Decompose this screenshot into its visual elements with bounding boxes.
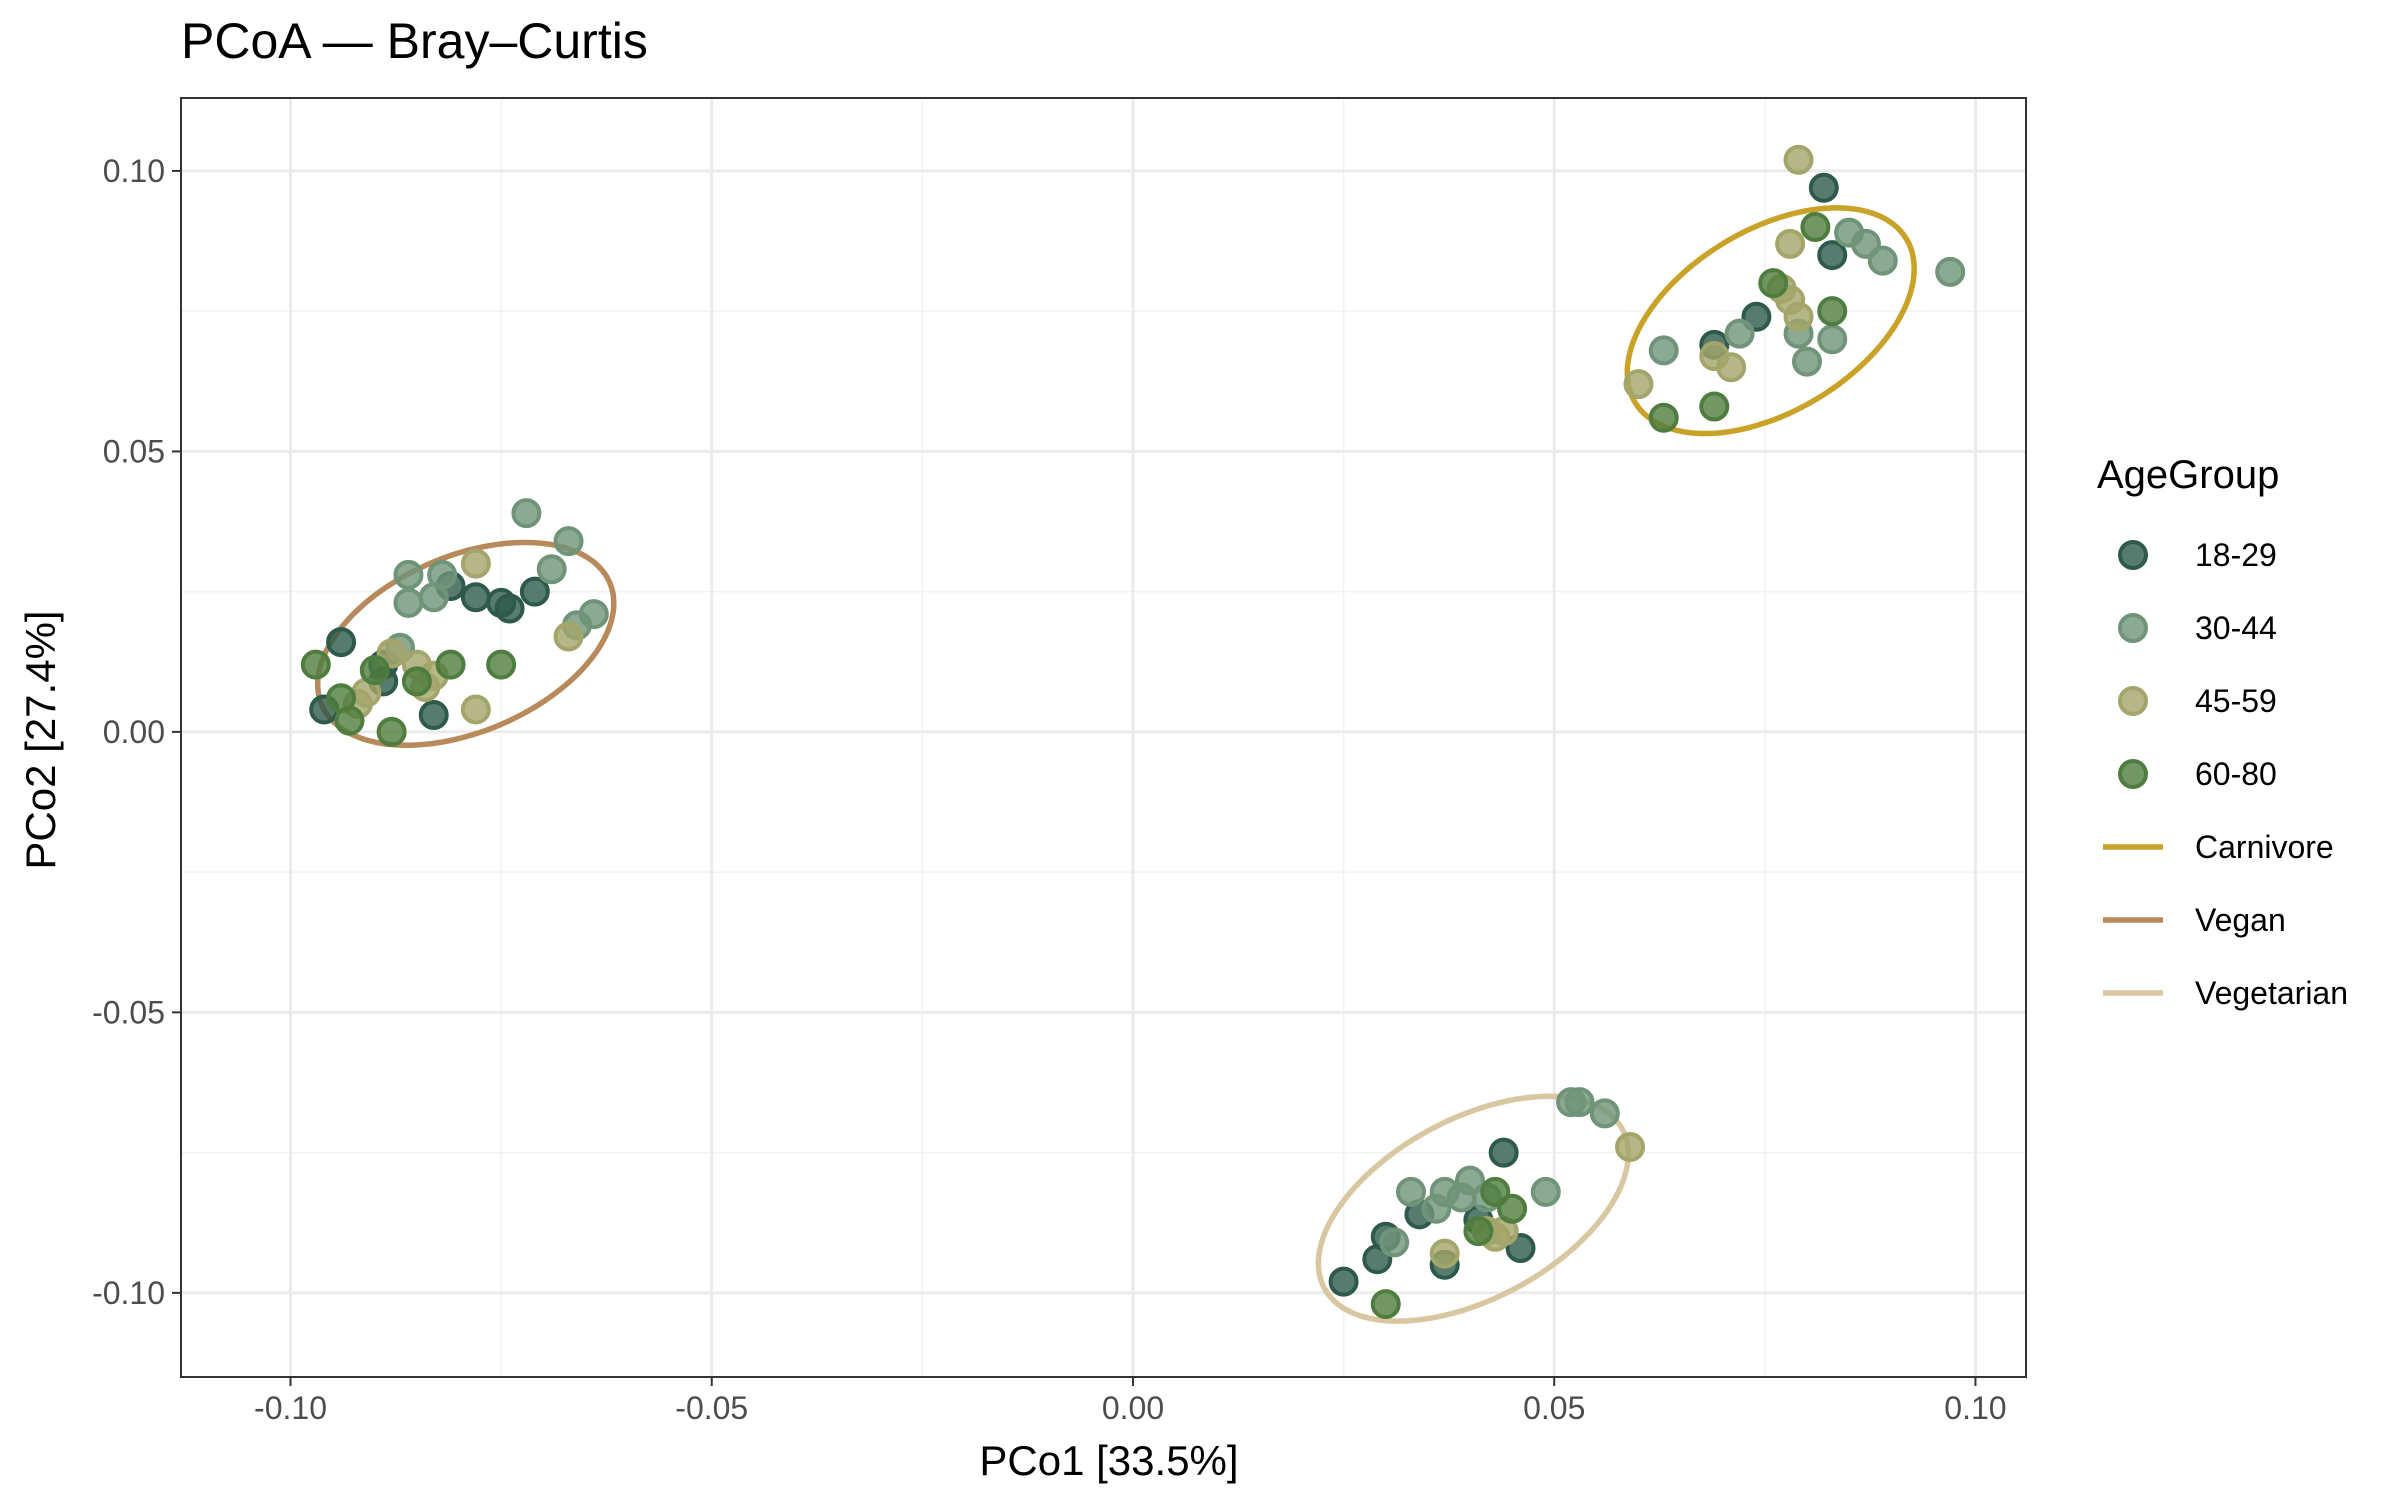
y-tick-label: 0.00 [103,714,165,750]
data-point-30-44 [1589,1098,1620,1129]
data-point-60-80 [486,649,517,680]
data-point-30-44 [1724,318,1755,349]
data-point-30-44 [1396,1176,1426,1207]
data-point-60-80 [359,655,390,686]
data-point-45-59 [1775,228,1806,259]
data-point-30-44 [1817,324,1848,355]
legend-label: 60-80 [2195,756,2277,792]
legend-key-point [2118,686,2148,716]
legend-label: 30-44 [2195,610,2277,646]
y-axis-label: PCo2 [27.4%] [17,610,64,869]
data-point-30-44 [553,526,584,557]
legend-key-point [2118,540,2148,570]
data-point-60-80 [300,649,331,680]
data-point-30-44 [1564,1087,1595,1118]
data-point-30-44 [511,498,542,529]
legend-title: AgeGroup [2097,453,2279,497]
data-point-30-44 [1379,1227,1410,1258]
data-point-18-29 [418,700,449,731]
y-tick-label: -0.10 [92,1275,165,1311]
data-point-18-29 [326,627,357,658]
data-point-30-44 [1648,335,1679,366]
y-tick-label: -0.05 [92,994,165,1030]
y-tick-label: 0.10 [103,153,165,189]
ellipse-vegetarian [1315,1093,1632,1324]
x-axis-ticks: -0.10 -0.05 0.00 0.05 0.10 [254,1377,2007,1426]
legend-key-point [2118,759,2148,789]
data-point-45-59 [1716,352,1747,383]
x-tick-label: 0.00 [1102,1390,1164,1426]
data-point-18-29 [494,593,525,624]
legend-label: Vegan [2195,902,2286,938]
x-tick-label: 0.05 [1523,1390,1585,1426]
y-axis-ticks: -0.10 -0.05 0.00 0.05 0.10 [92,153,181,1311]
point-layer [300,144,1966,1320]
data-point-18-29 [460,582,491,613]
chart-title: PCoA — Bray–Curtis [181,13,648,69]
data-point-60-80 [435,649,466,680]
data-point-18-29 [1808,172,1839,203]
data-point-30-44 [1530,1176,1561,1207]
data-point-18-29 [519,576,550,607]
data-point-30-44 [1867,245,1898,276]
panel-border [180,97,2027,1378]
data-point-30-44 [536,554,567,585]
data-point-45-59 [1623,369,1654,400]
data-point-18-29 [1817,240,1848,271]
data-point-60-80 [376,716,407,747]
data-point-60-80 [1758,268,1789,299]
data-point-60-80 [1370,1289,1401,1320]
data-point-60-80 [1463,1216,1494,1247]
data-point-45-59 [460,548,491,579]
x-tick-label: 0.10 [1944,1390,2006,1426]
data-point-45-59 [460,694,491,725]
data-point-30-44 [393,559,424,590]
y-tick-label: 0.05 [103,433,165,469]
data-point-30-44 [427,559,458,590]
legend-key-point [2118,613,2148,643]
legend-label: Carnivore [2195,829,2334,865]
data-point-30-44 [393,587,424,618]
data-point-18-29 [1328,1266,1359,1297]
x-tick-label: -0.10 [254,1390,327,1426]
data-point-60-80 [1480,1176,1511,1207]
legend-label: 45-59 [2195,683,2277,719]
data-point-45-59 [553,621,584,652]
data-point-60-80 [1648,402,1679,433]
data-point-45-59 [1783,144,1814,175]
legend-label: Vegetarian [2195,975,2348,1011]
legend: AgeGroup 18-29 30-44 45-59 60-80 Carnivore Ve… [2097,453,2348,1011]
data-point-60-80 [401,666,432,697]
x-tick-label: -0.05 [675,1390,748,1426]
data-point-60-80 [1699,391,1730,422]
data-point-45-59 [1783,301,1814,332]
data-point-18-29 [1488,1137,1519,1168]
data-point-60-80 [1817,296,1848,327]
data-point-45-59 [1429,1238,1460,1269]
data-point-30-44 [1791,346,1822,377]
legend-label: 18-29 [2195,537,2277,573]
data-point-30-44 [1935,256,1966,287]
data-point-60-80 [1800,212,1831,243]
data-point-60-80 [334,705,365,736]
x-axis-label: PCo1 [33.5%] [979,1437,1238,1484]
data-point-45-59 [1615,1132,1646,1163]
